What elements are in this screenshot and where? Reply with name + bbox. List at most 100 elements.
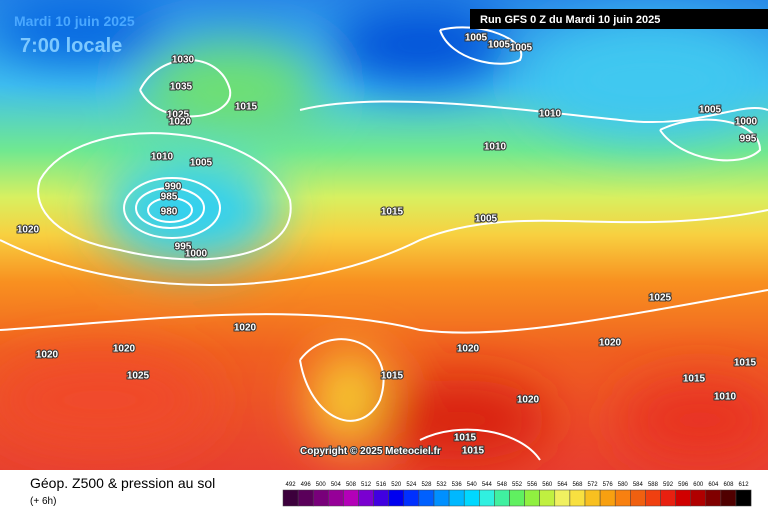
isobar-label: 1005 (475, 214, 498, 225)
legend-label: 564 (557, 482, 568, 488)
legend-swatch (645, 489, 661, 507)
legend-label: 580 (618, 482, 629, 488)
isobar-label: 985 (161, 192, 178, 203)
legend-swatch (494, 489, 510, 507)
legend-swatch (388, 489, 405, 507)
run-box (470, 9, 768, 29)
isobar-label: 1005 (699, 105, 722, 116)
legend-swatch (630, 489, 646, 507)
legend-label: 612 (739, 482, 750, 488)
isobar-label: 1005 (510, 43, 533, 54)
legend-label: 604 (708, 482, 719, 488)
legend-swatch (509, 489, 525, 507)
legend-swatch (312, 489, 329, 507)
isobar-label: 1015 (381, 207, 404, 218)
legend-swatch (539, 489, 556, 507)
isobar-labels: 1030103510251020101510101005990985980995… (16, 32, 759, 458)
legend-label: 560 (542, 482, 553, 488)
isobar-label: 1020 (599, 338, 622, 349)
legend-swatch (660, 489, 676, 507)
legend-swatch (358, 489, 374, 507)
legend-swatch (690, 489, 707, 507)
legend-swatch (705, 489, 722, 507)
legend-swatch (524, 489, 540, 507)
legend-label: 520 (391, 482, 402, 488)
isobar-label: 1015 (462, 446, 485, 457)
date: Mardi 10 juin 2025 (14, 13, 135, 29)
isobar-label: 1020 (169, 117, 192, 128)
map-field (0, 0, 768, 470)
isobar-label: 1020 (517, 395, 540, 406)
isobar-label: 1005 (488, 40, 511, 51)
legend-swatch (433, 489, 450, 507)
legend-label: 532 (437, 482, 448, 488)
legend-label: 508 (346, 482, 357, 488)
isobar-label: 995 (175, 242, 192, 253)
isobar-label: 980 (161, 207, 178, 218)
legend-swatch (328, 489, 344, 507)
legend-label: 596 (678, 482, 689, 488)
legend-swatch (448, 489, 465, 507)
legend-label: 600 (693, 482, 704, 488)
legend-swatch (614, 489, 631, 507)
legend-label: 496 (301, 482, 312, 488)
legend-swatch (569, 489, 586, 507)
isobar-label: 1020 (113, 344, 136, 355)
isobar-label: 1020 (457, 344, 480, 355)
isobar-label: 1005 (190, 158, 213, 169)
legend-label: 536 (452, 482, 463, 488)
legend-swatch (343, 489, 359, 507)
isobar-label: 1015 (454, 433, 477, 444)
legend-label: 572 (588, 482, 599, 488)
isobar-label: 1000 (185, 249, 208, 260)
isobar-label: 1025 (167, 110, 190, 121)
legend-label: 588 (648, 482, 659, 488)
legend-label: 544 (482, 482, 493, 488)
isobar-lines (0, 26, 768, 461)
isobar-label: 1010 (484, 142, 507, 153)
isobar-label: 1015 (381, 371, 404, 382)
footer-step: (+ 6h) (30, 496, 56, 507)
legend-label: 492 (286, 482, 297, 488)
legend-swatch (418, 489, 435, 507)
legend-swatch (297, 489, 314, 507)
isobar-label: 1020 (36, 350, 59, 361)
legend-label: 576 (603, 482, 614, 488)
legend-label: 592 (663, 482, 674, 488)
legend-label: 556 (527, 482, 538, 488)
isobar-label: 1020 (17, 225, 40, 236)
isobar-label: 1015 (235, 102, 258, 113)
legend-swatch (463, 489, 480, 507)
legend-swatch (554, 489, 571, 507)
isobar-label: 1010 (151, 152, 174, 163)
legend-label: 504 (331, 482, 342, 488)
isobar-label: 1010 (539, 109, 562, 120)
legend-label: 528 (421, 482, 432, 488)
legend-label: 584 (633, 482, 644, 488)
legend-label: 608 (723, 482, 734, 488)
legend-swatch (282, 489, 299, 507)
isobar-label: 1005 (465, 33, 488, 44)
legend-swatch (479, 489, 495, 507)
isobar-label: 1025 (649, 293, 672, 304)
legend-swatch (584, 489, 601, 507)
isobar-label: 1020 (234, 323, 257, 334)
isobar-label: 1015 (734, 358, 757, 369)
legend-swatch (735, 489, 752, 507)
isobar-label: 995 (740, 134, 757, 145)
time: 7:00 locale (20, 35, 122, 57)
isobar-label: 1015 (683, 374, 706, 385)
legend-label: 552 (512, 482, 523, 488)
legend-swatch (373, 489, 389, 507)
copyright: Copyright © 2025 Meteociel.fr (300, 446, 441, 457)
isobar-label: 1010 (714, 392, 737, 403)
isobar-label: 1030 (172, 55, 195, 66)
isobar-label: 1000 (735, 117, 758, 128)
footer-title: Géop. Z500 & pression au sol (30, 475, 215, 491)
legend-label: 500 (316, 482, 327, 488)
legend-swatch (720, 489, 737, 507)
legend-label: 524 (406, 482, 417, 488)
legend-label: 548 (497, 482, 508, 488)
legend-swatch (599, 489, 616, 507)
